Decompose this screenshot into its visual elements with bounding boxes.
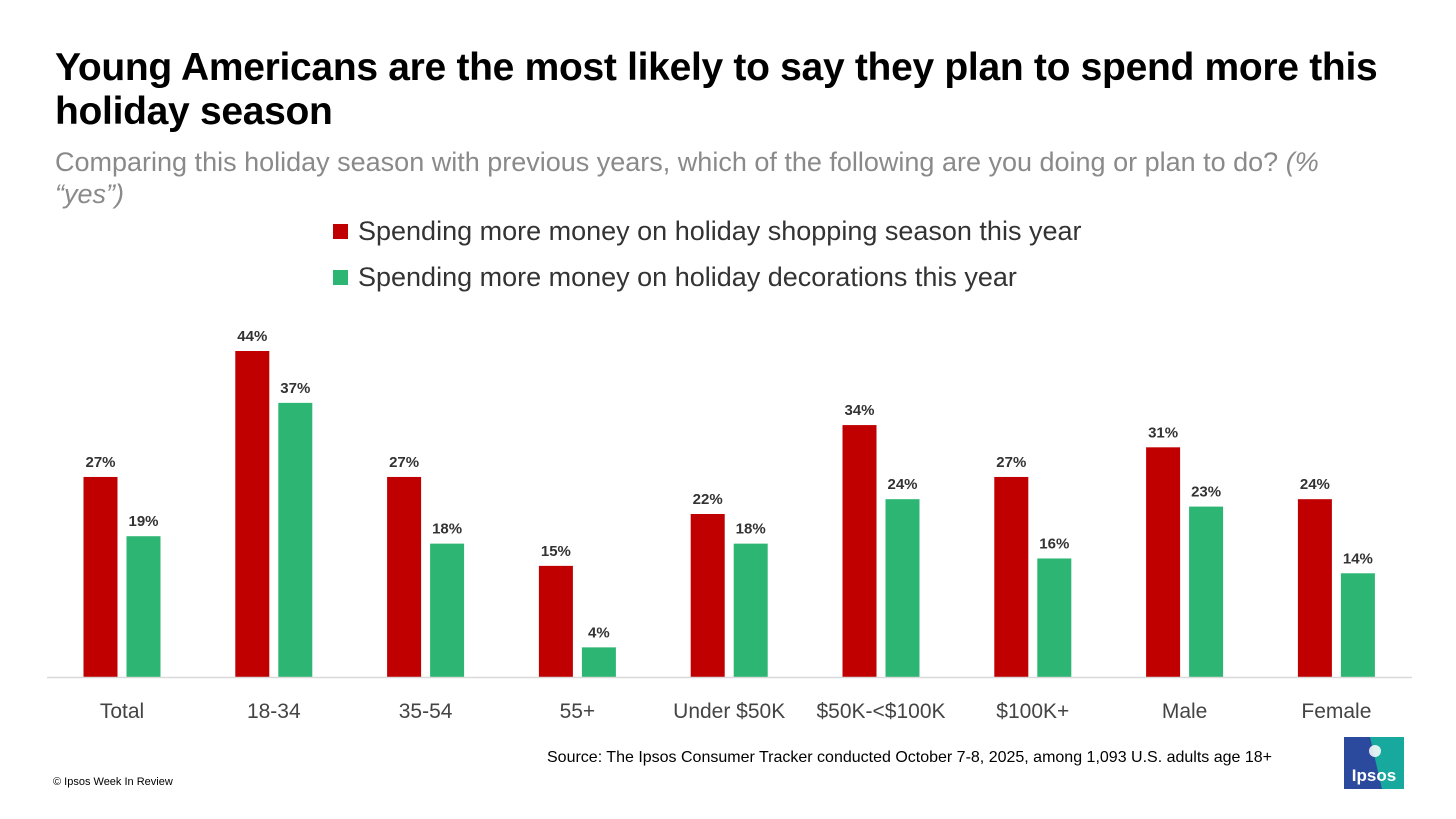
category-label-50k-100k: $50K-<$100K (816, 700, 945, 723)
category-label-35-54: 35-54 (399, 700, 453, 723)
source-note: Source: The Ipsos Consumer Tracker condu… (547, 749, 1273, 766)
bar-decorations-total (126, 536, 161, 677)
legend-swatch-shopping (333, 223, 348, 239)
bar-shopping-55 (538, 565, 573, 677)
category-label-100k: $100K+ (996, 700, 1069, 723)
bar-decorations-50k-100k (885, 499, 920, 677)
ipsos-logo: Ipsos (1344, 737, 1404, 789)
data-label-shopping-18-34: 44% (237, 328, 267, 345)
data-label-shopping-under-50k: 22% (693, 491, 723, 508)
copyright-note: © Ipsos Week In Review (53, 776, 173, 788)
subtitle-question: Comparing this holiday season with previ… (55, 147, 1279, 177)
data-label-shopping-50k-100k: 34% (844, 402, 874, 419)
bar-shopping-under-50k (690, 514, 725, 677)
bar-decorations-100k (1037, 558, 1072, 677)
legend: Spending more money on holiday shopping … (333, 208, 1081, 300)
bar-decorations-18-34 (278, 402, 313, 677)
data-label-decorations-50k-100k: 24% (887, 476, 917, 493)
data-label-decorations-18-34: 37% (280, 380, 310, 397)
data-label-decorations-35-54: 18% (432, 521, 462, 538)
data-label-decorations-under-50k: 18% (736, 521, 766, 538)
chart-subtitle: Comparing this holiday season with previ… (55, 146, 1355, 210)
legend-item-decorations: Spending more money on holiday decoratio… (333, 254, 1081, 300)
bar-decorations-female (1340, 573, 1375, 677)
category-label-total: Total (100, 700, 144, 723)
category-label-18-34: 18-34 (247, 700, 301, 723)
bar-decorations-55 (581, 647, 616, 677)
data-label-decorations-total: 19% (128, 513, 158, 530)
bar-shopping-female (1297, 499, 1332, 677)
chart-title: Young Americans are the most likely to s… (55, 46, 1378, 133)
bar-decorations-male (1189, 506, 1224, 677)
bar-shopping-50k-100k (842, 425, 877, 677)
data-label-decorations-male: 23% (1191, 484, 1221, 501)
bar-decorations-35-54 (430, 543, 465, 677)
data-label-shopping-female: 24% (1300, 476, 1330, 493)
data-label-shopping-100k: 27% (996, 454, 1026, 471)
bar-shopping-total (83, 476, 118, 677)
legend-swatch-decorations (333, 269, 348, 285)
legend-label-decorations: Spending more money on holiday decoratio… (358, 261, 1017, 292)
data-label-shopping-55: 15% (541, 543, 571, 560)
data-label-decorations-female: 14% (1343, 550, 1373, 567)
category-label-55: 55+ (560, 700, 596, 723)
data-label-shopping-35-54: 27% (389, 454, 419, 471)
data-label-decorations-100k: 16% (1039, 535, 1069, 552)
logo-text: Ipsos (1352, 766, 1396, 785)
bar-decorations-under-50k (733, 543, 768, 677)
data-label-shopping-total: 27% (85, 454, 115, 471)
bar-shopping-100k (994, 476, 1029, 677)
legend-label-shopping: Spending more money on holiday shopping … (358, 215, 1082, 246)
category-label-under-50k: Under $50K (673, 700, 785, 723)
subtitle-note: (% “yes”) (55, 147, 1319, 209)
bar-shopping-18-34 (235, 351, 270, 677)
bar-shopping-male (1146, 447, 1181, 677)
bar-shopping-35-54 (387, 476, 422, 677)
data-label-decorations-55: 4% (588, 624, 610, 641)
logo-head-icon (1369, 745, 1381, 757)
data-label-shopping-male: 31% (1148, 424, 1178, 441)
category-label-male: Male (1162, 700, 1208, 723)
category-label-female: Female (1301, 700, 1371, 723)
legend-item-shopping: Spending more money on holiday shopping … (333, 208, 1081, 254)
